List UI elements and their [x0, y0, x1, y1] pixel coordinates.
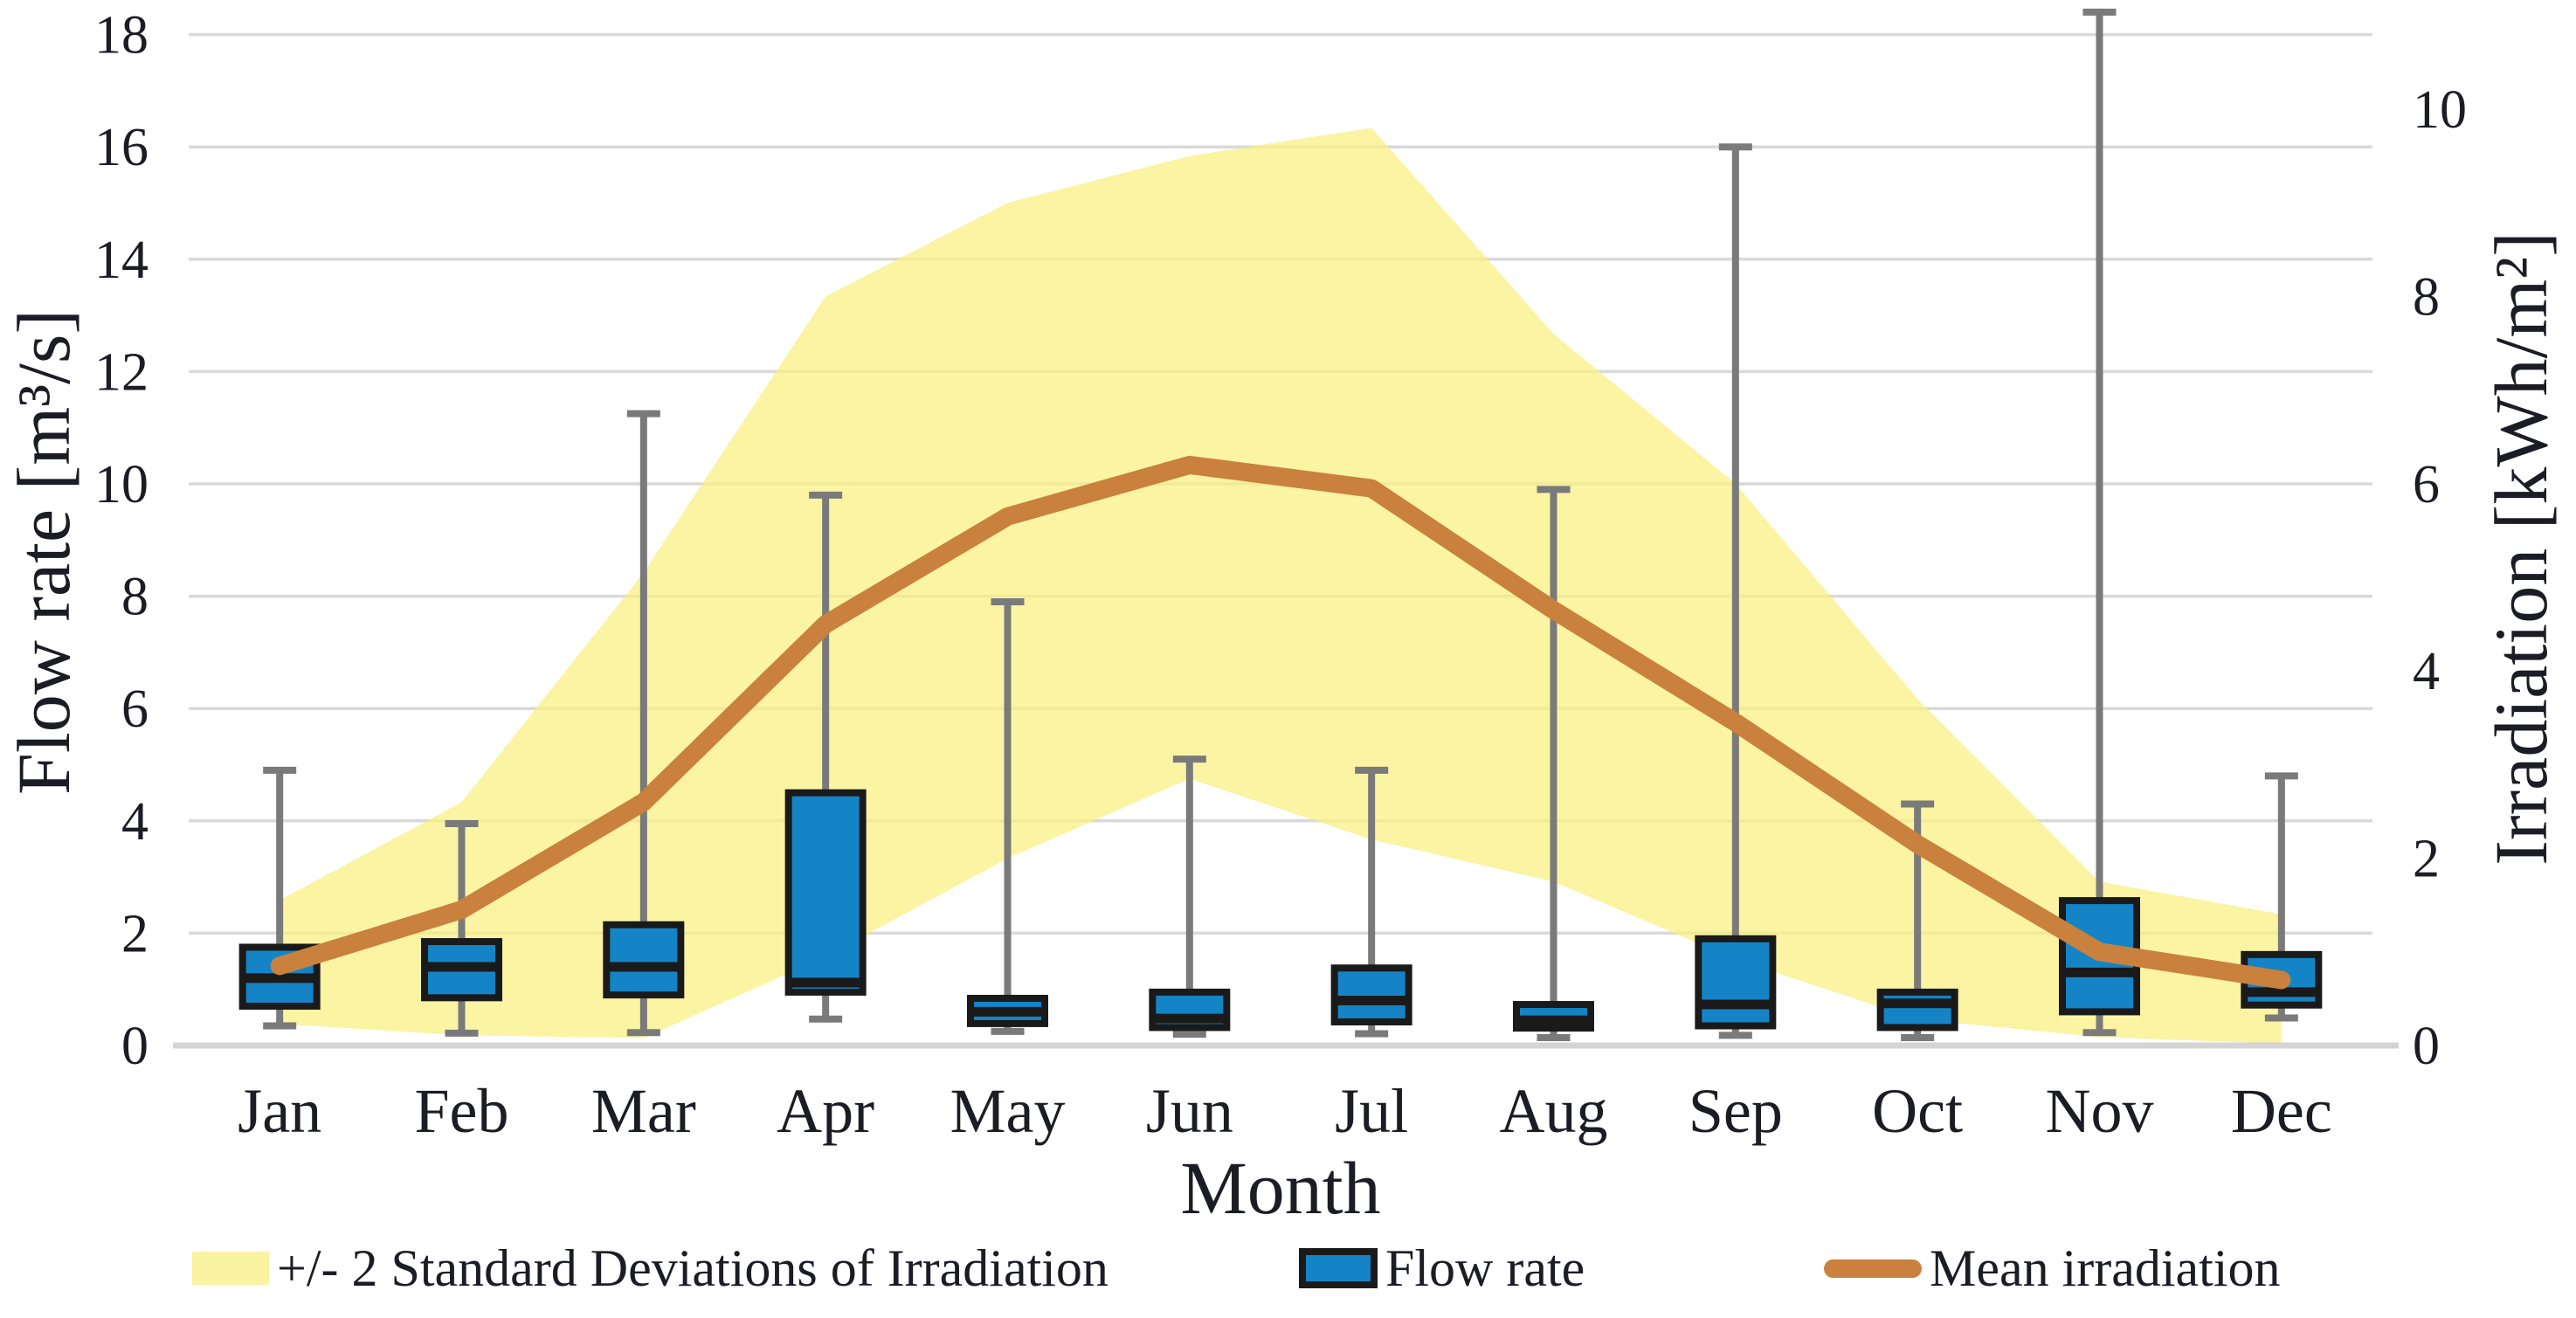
box-plot-jun: [1149, 756, 1231, 1039]
box-plot-sep: [1695, 143, 1777, 1039]
box-plot-feb: [421, 820, 502, 1037]
y-left-tick-label: 2: [121, 904, 148, 963]
y-left-tick-label: 8: [121, 568, 148, 627]
x-tick-label: Apr: [777, 1076, 874, 1146]
y-left-tick-label: 10: [94, 455, 148, 514]
y-left-tick-label: 16: [94, 118, 148, 177]
x-tick-label: May: [950, 1076, 1066, 1146]
y-left-tick-label: 4: [121, 792, 148, 852]
x-tick-label: Nov: [2046, 1076, 2154, 1146]
box-plot-mar: [603, 410, 685, 1037]
y-left-tick-label: 18: [94, 6, 148, 66]
x-tick-label: Aug: [1500, 1076, 1608, 1146]
y-right-tick-label: 10: [2413, 80, 2467, 140]
y-axis-left-title: Flow rate [m³/s]: [2, 308, 86, 796]
mean-irradiation-line: [270, 455, 2291, 990]
y-right-tick-label: 2: [2413, 830, 2440, 889]
x-tick-label: Sep: [1689, 1076, 1783, 1146]
y-left-tick-label: 14: [94, 231, 148, 290]
y-left-tick-label: 12: [94, 342, 148, 402]
y-left-tick-label: 0: [121, 1017, 148, 1076]
box-plot-jul: [1330, 766, 1412, 1038]
iqr-box: [784, 789, 867, 996]
y-right-tick-label: 6: [2413, 455, 2440, 514]
x-tick-label: Jul: [1335, 1076, 1408, 1146]
box-plot-oct: [1876, 800, 1958, 1041]
x-tick-label: Jun: [1146, 1076, 1233, 1146]
box-plot-aug: [1513, 486, 1594, 1041]
box-plot-may: [967, 598, 1048, 1035]
y-axis-right-title: Irradiation [kWh/m²]: [2479, 231, 2563, 866]
x-tick-label: Feb: [415, 1076, 509, 1146]
y-left-tick-label: 6: [121, 680, 148, 739]
box-plot-jan: [238, 766, 321, 1030]
x-tick-label: Dec: [2231, 1076, 2332, 1146]
y-right-tick-label: 4: [2413, 642, 2440, 701]
iqr-box: [1695, 935, 1777, 1030]
y-right-tick-label: 0: [2413, 1017, 2440, 1076]
iqr-box: [1876, 988, 1958, 1032]
iqr-box: [603, 921, 685, 999]
x-tick-label: Oct: [1872, 1076, 1963, 1146]
iqr-box: [1330, 964, 1412, 1025]
x-tick-label: Mar: [591, 1076, 696, 1146]
x-tick-label: Jan: [238, 1076, 321, 1146]
y-right-tick-label: 8: [2413, 267, 2440, 327]
x-axis-title: Month: [1180, 1146, 1381, 1230]
box-plot-apr: [784, 491, 867, 1023]
std-dev-band-area: [280, 128, 2282, 1044]
